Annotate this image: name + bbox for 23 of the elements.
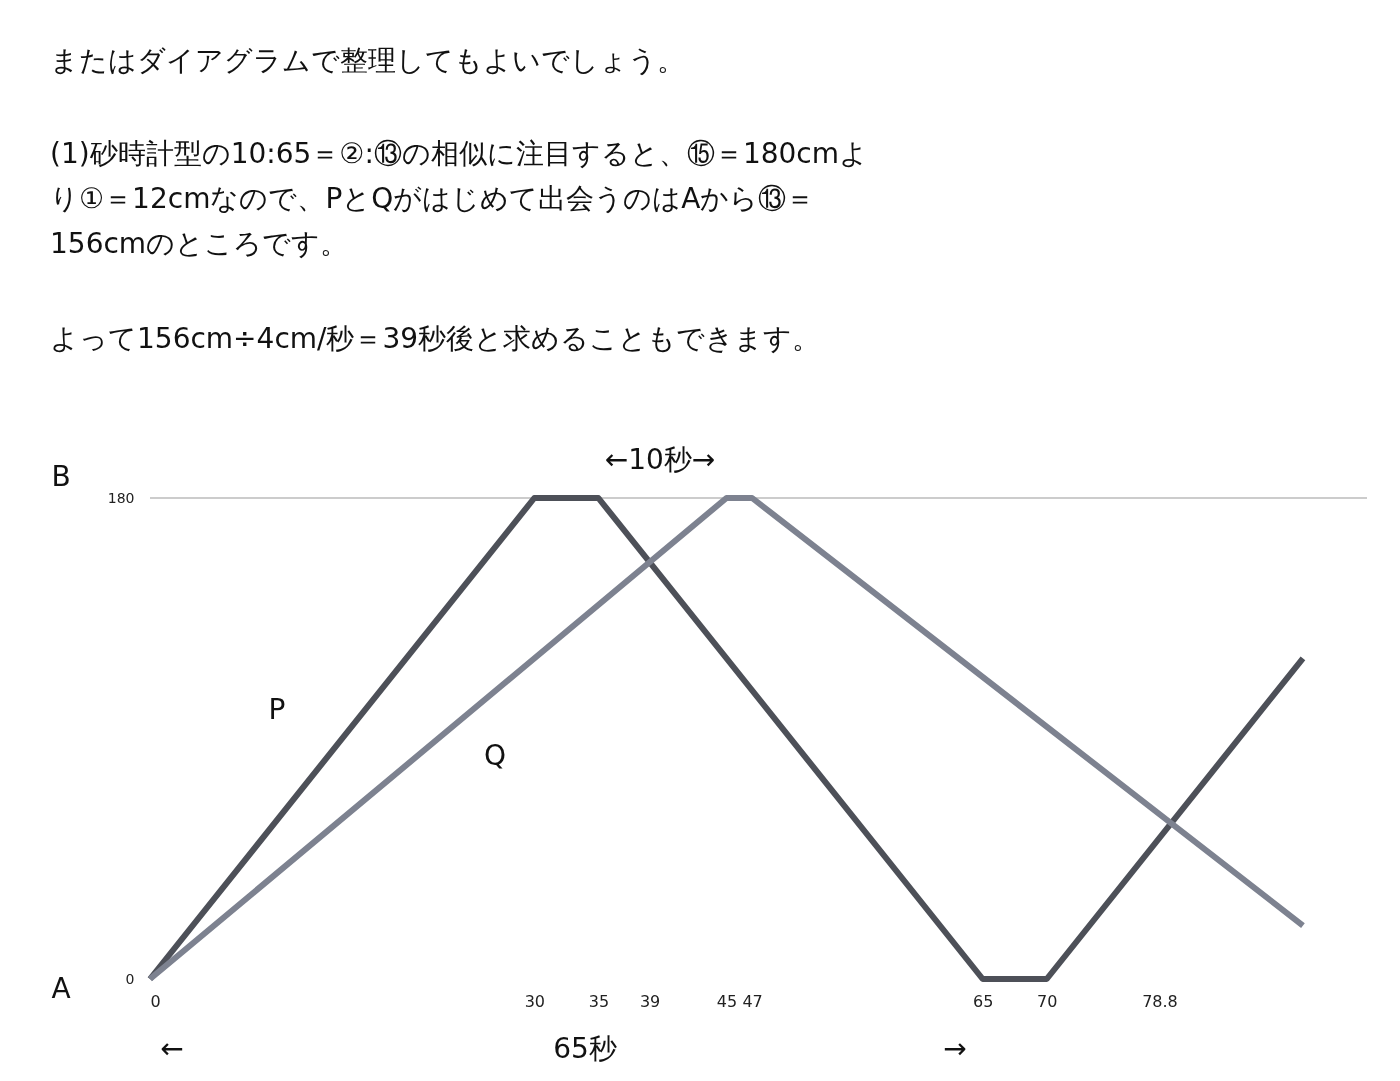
x-tick-label: 78.8 (1142, 991, 1178, 1011)
y-tick-label: 180 (107, 489, 135, 506)
text: 156cmのところです。 (50, 227, 349, 260)
text: B (51, 460, 71, 493)
text: よって156cm÷4cm/秒＝39秒後と求めることもできます。 (50, 322, 821, 355)
text: またはダイアグラムで整理してもよいでしょう。 (50, 44, 685, 77)
series-label: P (268, 693, 286, 726)
text: → (943, 1032, 967, 1065)
x-tick-label: 30 (524, 991, 545, 1011)
text: ←10秒→ (604, 443, 716, 476)
text: ← (160, 1032, 184, 1065)
text: 65秒 (553, 1032, 617, 1065)
text: (1)砂時計型の10:65＝②:⑬の相似に注目すると、⑮＝180cmよ (50, 137, 869, 170)
x-tick-label: 47 (742, 991, 763, 1011)
x-tick-label: 45 (716, 991, 738, 1011)
x-tick-label: 0 (150, 991, 161, 1011)
text: A (51, 972, 71, 1005)
series-label: Q (483, 739, 507, 772)
x-tick-label: 70 (1037, 991, 1058, 1011)
x-tick-label: 39 (639, 991, 661, 1011)
x-tick-label: 35 (588, 991, 610, 1011)
x-tick-label: 65 (973, 991, 994, 1011)
text: り①＝12cmなので、PとQがはじめて出会うのはAから⑬＝ (50, 182, 815, 215)
